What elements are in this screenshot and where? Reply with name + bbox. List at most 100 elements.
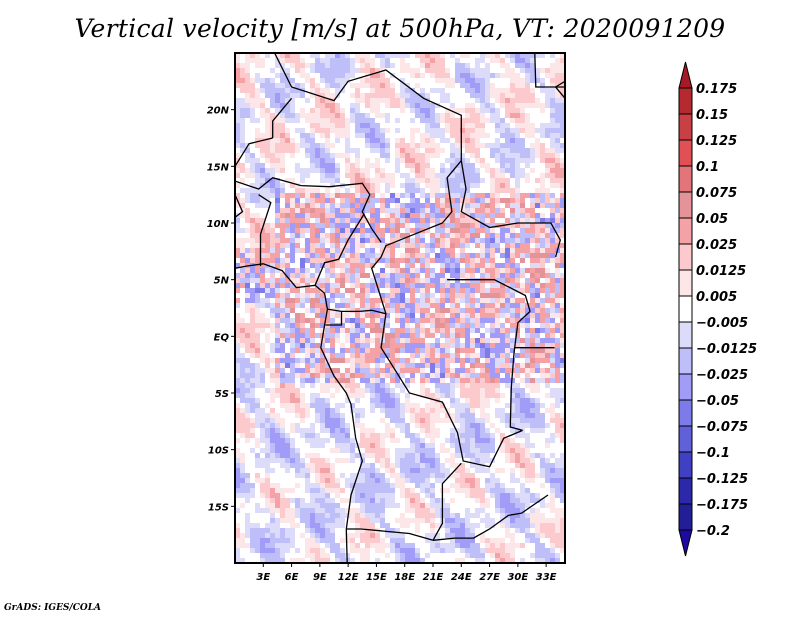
field-cell (460, 258, 465, 263)
field-cell (420, 373, 425, 378)
field-cell (505, 168, 510, 173)
field-cell (370, 103, 375, 108)
field-cell (400, 283, 405, 288)
field-cell (505, 343, 510, 348)
field-cell (555, 213, 560, 218)
field-cell (510, 223, 515, 228)
field-cell (445, 293, 450, 298)
field-cell (405, 198, 410, 203)
field-cell (395, 288, 400, 293)
field-cell (260, 228, 265, 233)
field-cell (410, 313, 415, 318)
field-cell (525, 383, 530, 388)
field-cell (375, 93, 380, 98)
field-cell (520, 208, 525, 213)
field-cell (455, 198, 460, 203)
field-cell (260, 108, 265, 113)
field-cell (485, 323, 490, 328)
field-cell (440, 318, 445, 323)
field-cell (350, 63, 355, 68)
field-cell (410, 103, 415, 108)
field-cell (530, 118, 535, 123)
field-cell (345, 418, 350, 423)
field-cell (295, 218, 300, 223)
field-cell (555, 253, 560, 258)
field-cell (480, 403, 485, 408)
field-cell (405, 303, 410, 308)
field-cell (325, 83, 330, 88)
field-cell (365, 283, 370, 288)
field-cell (360, 63, 365, 68)
field-cell (455, 413, 460, 418)
field-cell (235, 118, 240, 123)
field-cell (465, 53, 470, 58)
field-cell (520, 148, 525, 153)
field-cell (360, 58, 365, 63)
field-cell (260, 373, 265, 378)
field-cell (440, 388, 445, 393)
field-cell (485, 413, 490, 418)
field-cell (385, 343, 390, 348)
field-cell (305, 53, 310, 58)
field-cell (365, 263, 370, 268)
field-cell (510, 83, 515, 88)
field-cell (465, 78, 470, 83)
field-cell (290, 83, 295, 88)
field-cell (260, 253, 265, 258)
field-cell (350, 368, 355, 373)
field-cell (390, 163, 395, 168)
field-cell (340, 163, 345, 168)
field-cell (460, 243, 465, 248)
field-cell (385, 168, 390, 173)
field-cell (260, 323, 265, 328)
field-cell (375, 273, 380, 278)
field-cell (555, 153, 560, 158)
field-cell (340, 153, 345, 158)
field-cell (265, 58, 270, 63)
field-cell (500, 263, 505, 268)
field-cell (450, 193, 455, 198)
field-cell (250, 148, 255, 153)
field-cell (355, 113, 360, 118)
field-cell (305, 348, 310, 353)
field-cell (365, 123, 370, 128)
field-cell (280, 343, 285, 348)
field-cell (405, 93, 410, 98)
field-cell (550, 133, 555, 138)
field-cell (385, 273, 390, 278)
field-cell (540, 368, 545, 373)
field-cell (425, 143, 430, 148)
field-cell (455, 368, 460, 373)
field-cell (450, 113, 455, 118)
field-cell (300, 333, 305, 338)
field-cell (385, 263, 390, 268)
field-cell (305, 188, 310, 193)
field-cell (480, 53, 485, 58)
field-cell (510, 158, 515, 163)
field-cell (450, 298, 455, 303)
field-cell (550, 328, 555, 333)
field-cell (480, 158, 485, 163)
field-cell (355, 108, 360, 113)
field-cell (430, 168, 435, 173)
field-cell (295, 223, 300, 228)
field-cell (515, 248, 520, 253)
field-cell (535, 173, 540, 178)
field-cell (335, 278, 340, 283)
field-cell (375, 248, 380, 253)
field-cell (260, 233, 265, 238)
field-cell (410, 203, 415, 208)
field-cell (400, 113, 405, 118)
field-cell (305, 213, 310, 218)
field-cell (500, 413, 505, 418)
field-cell (255, 283, 260, 288)
field-cell (535, 163, 540, 168)
field-cell (345, 108, 350, 113)
field-cell (380, 153, 385, 158)
field-cell (445, 328, 450, 333)
field-cell (505, 373, 510, 378)
field-cell (265, 408, 270, 413)
field-cell (490, 313, 495, 318)
field-cell (430, 53, 435, 58)
field-cell (425, 333, 430, 338)
